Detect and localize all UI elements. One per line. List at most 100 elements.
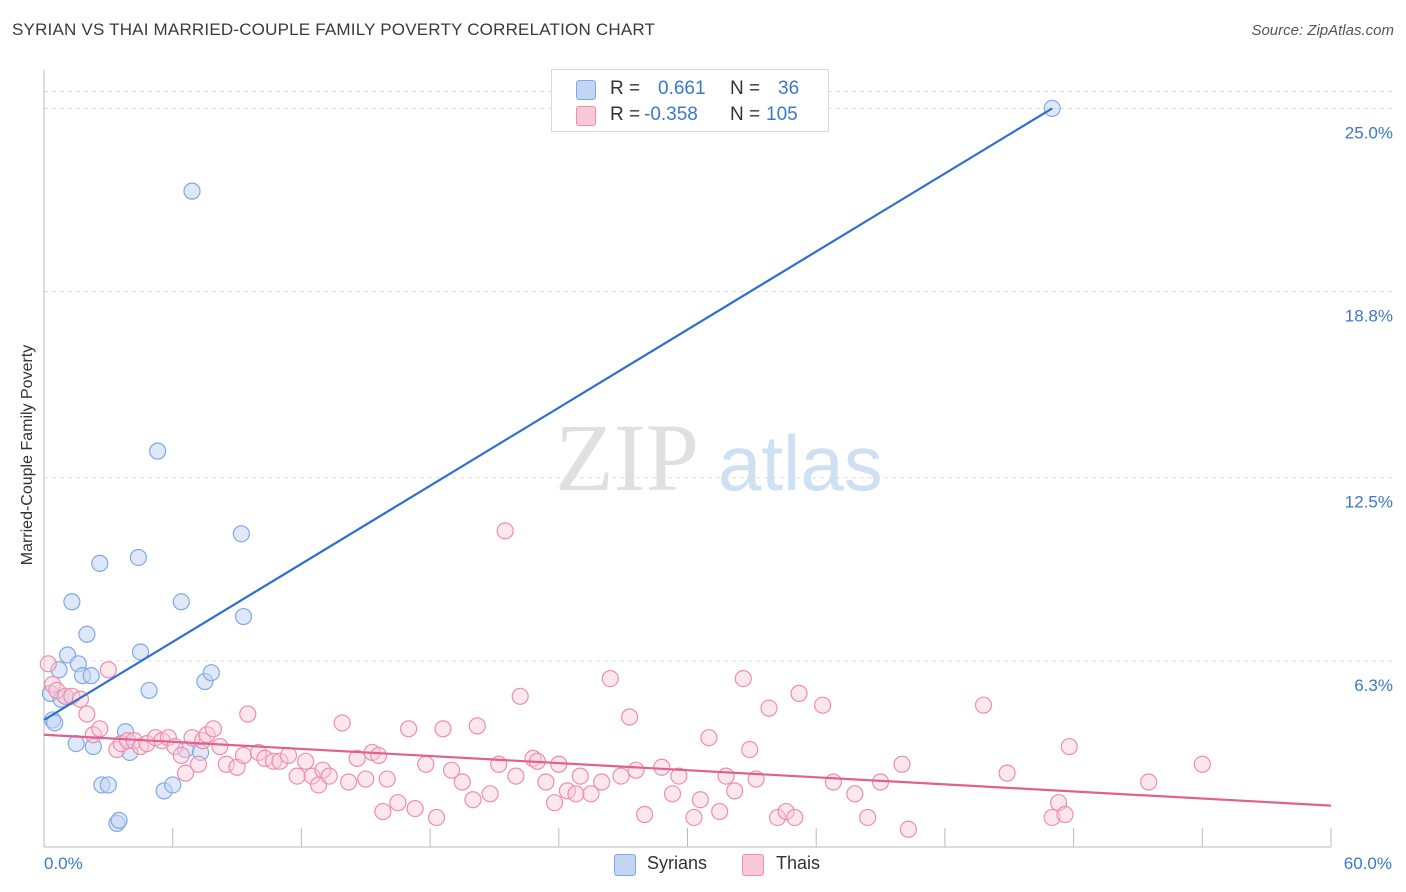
thai-point [511,687,529,705]
bottom-legend-label-syrians: Syrians [647,853,708,873]
legend-r-label: R = [610,104,641,125]
legend-row-thais: R = -0.358 N = 105 [552,102,828,128]
stats-legend: R = 0.661 N = 36 R = -0.358 N = 105 [551,69,829,132]
legend-n-label: N = [730,78,761,99]
syrian-point [232,525,250,543]
thai-point [777,802,795,821]
thai-point [496,522,514,540]
thai-point [189,755,208,773]
syrian-point [129,548,147,567]
thai-point [717,767,735,785]
thais-trend-line [43,733,1332,807]
legend-r-label: R = [610,78,641,99]
syrian-point [63,593,81,611]
thai-point [768,808,787,827]
thai-point [417,755,435,773]
syrian-point [67,734,85,753]
thai-point [567,785,585,803]
thai-point [468,717,486,735]
thai-point [288,767,306,785]
syrian-point [82,667,100,685]
thai-point [400,720,418,738]
thai-point [249,743,268,762]
thai-point [464,791,482,809]
thai-point [217,755,235,773]
legend-n-label: N = [730,104,761,125]
syrian-point [202,664,220,682]
chart-title: SYRIAN VS THAI MARRIED-COUPLE FAMILY POV… [12,20,656,39]
thai-point [271,752,289,770]
x-tick-label: 0.0% [44,854,83,873]
bottom-legend-swatch-thais [742,854,764,876]
thai-point [314,761,332,779]
thai-point [406,799,424,818]
thai-point [627,761,645,779]
thai-point [582,785,600,803]
thai-point [711,802,729,821]
thai-point [1060,737,1078,756]
thai-point [760,699,778,717]
thai-point [91,720,109,738]
thai-point [378,770,396,788]
thai-point [39,655,57,673]
chart-source: Source: ZipAtlas.com [1251,22,1394,39]
y-tick-label: 6.3% [1354,676,1393,695]
legend-r-value: 0.661 [658,78,706,99]
thai-point [859,808,877,827]
thai-point [899,820,918,838]
thai-point [663,785,682,803]
syrian-point [149,442,167,460]
y-tick-label: 18.8% [1345,307,1393,326]
thai-point [814,696,832,714]
legend-row-syrians: R = 0.661 N = 36 [552,76,828,102]
thai-point [507,767,525,785]
syrian-point [110,811,128,830]
legend-n-value: 105 [766,104,798,125]
syrian-point [99,776,117,794]
thai-point [537,773,555,791]
thai-point [893,755,911,773]
thai-point [370,746,388,765]
thai-point [279,746,298,765]
thai-point [176,764,195,782]
thai-point [442,761,461,779]
syrian-point [91,554,109,572]
thai-point [297,752,315,770]
bottom-legend-label-thais: Thais [776,853,821,873]
y-tick-label: 12.5% [1345,493,1393,512]
bottom-legend-swatch-syrians [614,854,636,876]
thai-point [204,720,223,738]
thai-point [620,708,639,726]
thai-point [653,758,671,776]
syrian-point [46,714,64,732]
thai-point [389,794,407,812]
thai-point [374,802,392,821]
thai-point [303,767,321,785]
thai-point [234,746,253,765]
thai-point [635,805,654,824]
thai-point [670,767,688,785]
legend-swatch-syrians [576,80,596,100]
thai-point [734,670,752,688]
thai-point [700,729,718,747]
thai-point [593,773,611,791]
thai-point [1140,773,1158,791]
thai-point [481,785,499,803]
thai-point [685,808,703,827]
thai-point [974,696,993,714]
thai-point [1193,755,1211,773]
x-tick-label: 60.0% [1344,854,1392,873]
y-tick-label: 25.0% [1345,123,1393,142]
syrian-point [131,643,150,661]
thai-point [239,705,257,723]
thai-point [846,785,864,803]
thai-point [78,705,96,723]
thai-point [824,773,842,791]
thai-point [48,681,66,700]
thai-point [691,791,709,809]
thai-point [1043,808,1061,827]
syrian-point [172,593,190,611]
thai-point [264,752,283,770]
thai-point [545,794,564,812]
